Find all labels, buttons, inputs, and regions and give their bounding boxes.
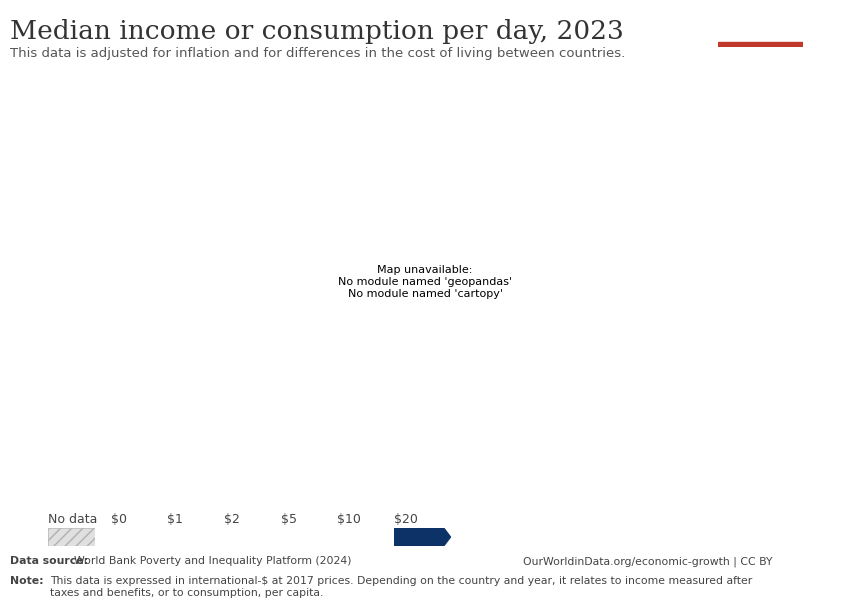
Text: $20: $20	[394, 512, 417, 526]
Text: $0: $0	[110, 512, 127, 526]
Text: $2: $2	[224, 512, 240, 526]
Polygon shape	[394, 528, 450, 546]
Text: Median income or consumption per day, 2023: Median income or consumption per day, 20…	[10, 19, 624, 44]
Text: This data is adjusted for inflation and for differences in the cost of living be: This data is adjusted for inflation and …	[10, 47, 626, 60]
Text: This data is expressed in international-$ at 2017 prices. Depending on the count: This data is expressed in international-…	[50, 576, 752, 598]
Text: Map unavailable:
No module named 'geopandas'
No module named 'cartopy': Map unavailable: No module named 'geopan…	[338, 265, 512, 299]
Bar	[718, 42, 803, 47]
Text: Data source:: Data source:	[10, 556, 88, 566]
Text: No data: No data	[48, 512, 98, 526]
Text: $10: $10	[337, 512, 361, 526]
Text: $1: $1	[167, 512, 183, 526]
Text: OurWorldinData.org/economic-growth | CC BY: OurWorldinData.org/economic-growth | CC …	[523, 556, 773, 566]
Text: in Data: in Data	[740, 27, 782, 37]
Text: Note:: Note:	[10, 576, 44, 586]
Text: World Bank Poverty and Inequality Platform (2024): World Bank Poverty and Inequality Platfo…	[74, 556, 351, 566]
Polygon shape	[48, 528, 95, 546]
Text: $5: $5	[280, 512, 297, 526]
Text: Our World: Our World	[731, 14, 790, 25]
